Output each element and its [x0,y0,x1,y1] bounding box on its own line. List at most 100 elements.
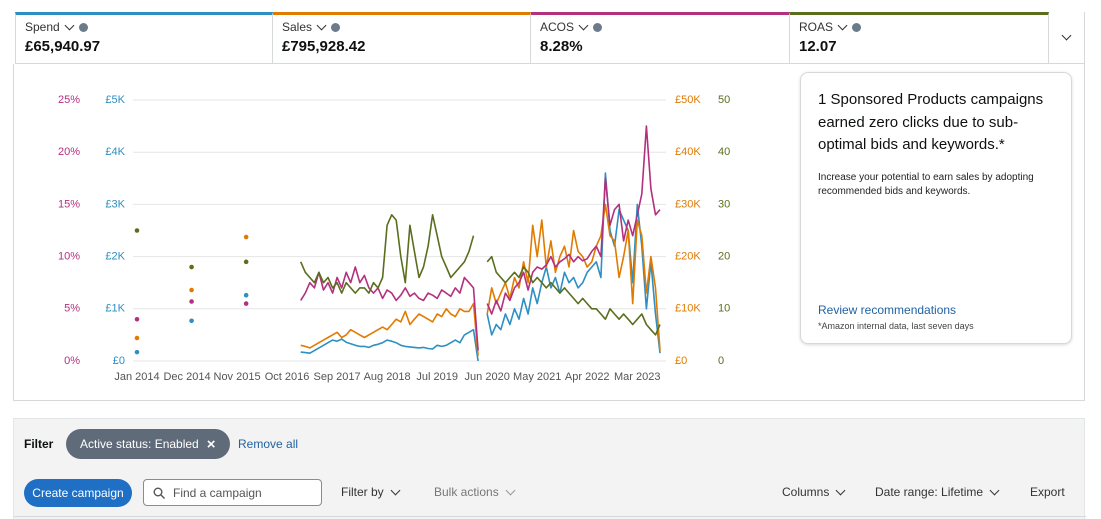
y-tick-label: 50 [718,94,730,106]
data-point [189,318,194,324]
y-tick-label: 0% [64,355,80,367]
x-tick-label: Jun 2020 [465,371,510,383]
data-point [189,287,194,293]
chip-text: Active status: Enabled [80,437,199,451]
data-point [243,234,249,240]
y-tick-label: £20K [675,251,701,263]
chart-container [13,64,1085,401]
y-tick-label: £5K [105,94,125,106]
series-line [300,203,661,356]
metric-label: ROAS [799,20,834,34]
data-point [134,316,140,322]
button-text: Filter by [341,485,384,499]
chevron [837,20,848,30]
x-tick-label: Apr 2022 [565,371,610,383]
chip-close[interactable]: × [206,435,216,453]
y-tick-label: 0 [718,355,724,367]
y-tick-label: 10% [58,251,80,263]
metric-value: £65,940.97 [25,38,101,55]
search-icon [153,487,165,499]
chevron [1061,30,1072,41]
metric-tile[interactable]: ACOS 8.28% [531,12,790,64]
chevron [505,485,516,495]
filter-by-button[interactable]: Filter by [341,485,401,499]
y-tick-label: 25% [58,94,80,106]
data-point [189,299,194,304]
divider [14,516,1086,517]
x-tick-label: Dec 2014 [163,371,210,383]
metric-label: ACOS [540,20,575,34]
info-icon [593,22,603,32]
series-line [300,172,661,362]
y-tick-label: £30K [675,198,701,210]
y-tick-label: 40 [718,146,730,158]
x-tick-label: Aug 2018 [364,371,411,383]
y-tick-label: 20 [718,251,730,263]
button-text: Bulk actions [434,485,499,499]
metric-tile[interactable]: Sales £795,928.42 [273,12,531,64]
y-tick-label: £0 [675,355,687,367]
y-tick-label: 15% [58,198,80,210]
metric-label: Sales [282,20,313,34]
create-campaign-button[interactable]: Create campaign [24,479,132,507]
expand-button[interactable] [1049,12,1085,64]
y-tick-label: £2K [105,251,125,263]
y-tick-label: £0 [113,355,125,367]
button-text: Columns [782,485,830,499]
metric-value: £795,928.42 [282,38,366,55]
y-tick-label: 10 [718,303,730,315]
bulk-actions-button[interactable]: Bulk actions [434,485,516,499]
data-point [134,228,140,233]
filter-chip[interactable]: Active status: Enabled × [66,429,230,459]
x-tick-label: Oct 2016 [265,371,310,383]
insight-body: Increase your potential to earn sales by… [818,171,1034,197]
data-point [243,301,249,306]
data-point [243,259,249,265]
info-icon [331,22,341,32]
insight-link[interactable]: Review recommendations [818,303,957,317]
export-button[interactable]: Export [1030,485,1065,499]
button-text: Date range: Lifetime [875,485,984,499]
y-tick-label: 30 [718,198,730,210]
columns-button[interactable]: Columns [782,485,846,499]
search-box[interactable]: Find a campaign [143,479,322,506]
x-tick-label: May 2021 [513,371,561,383]
x-tick-label: Jul 2019 [416,371,458,383]
chevron [989,485,1000,495]
insight-card: 1 Sponsored Products campaigns earned ze… [800,72,1072,344]
chevron [835,485,846,495]
y-tick-label: £4K [105,146,125,158]
x-tick-label: Mar 2023 [614,371,660,383]
y-tick-label: 20% [58,146,80,158]
y-tick-label: £3K [105,198,125,210]
data-point [134,335,140,341]
date-range-button[interactable]: Date range: Lifetime [875,485,1000,499]
info-icon [852,22,862,32]
data-point [243,292,249,298]
y-tick-label: £50K [675,94,701,106]
y-tick-label: £40K [675,146,701,158]
info-icon [78,22,88,32]
chart: £0 £1K £2K £3K £4K £5K £0 £10K £20K £30K £40K £50K 0… [58,94,730,383]
chevron [390,485,401,495]
insight-headline: 1 Sponsored Products campaigns earned ze… [818,91,1044,153]
y-tick-label: 5% [64,303,80,315]
data-point [189,264,194,270]
metric-tile[interactable]: Spend £65,940.97 [15,12,273,64]
metric-value: 12.07 [799,38,837,55]
y-tick-label: £10K [675,303,701,315]
series-line [300,125,661,351]
remove-all-link[interactable]: Remove all [238,437,299,451]
x-tick-label: Jan 2014 [114,371,159,383]
data-point [134,349,140,355]
insight-footnote: *Amazon internal data, last seven days [818,321,974,331]
series-line [299,214,661,336]
metric-tile[interactable]: ROAS 12.07 [790,12,1049,64]
x-tick-label: Sep 2017 [314,371,361,383]
metric-value: 8.28% [540,38,583,55]
x-tick-label: Nov 2015 [214,371,261,383]
filter-label: Filter [24,437,54,451]
y-tick-label: £1K [105,303,125,315]
search-placeholder: Find a campaign [173,485,262,500]
